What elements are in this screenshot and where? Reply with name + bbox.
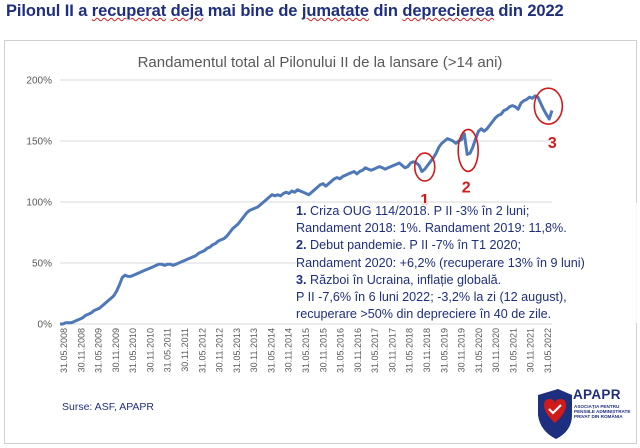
annotation-line-4: Randament 2020: +6,2% (recuperare 13% în… bbox=[296, 255, 585, 270]
shield-heart-icon bbox=[538, 389, 572, 439]
x-tick-label: 30.11.2017 bbox=[387, 328, 397, 372]
annotation-line-3: 2. Debut pandemie. P II -7% în T1 2020; bbox=[296, 238, 521, 253]
annotation-line-6: P II -7,6% în 6 luni 2022; -3,2% la zi (… bbox=[296, 290, 567, 305]
event-markers: 1 2 3 bbox=[413, 87, 564, 209]
chart-title: Randamentul total al Pilonului II de la … bbox=[137, 54, 503, 71]
series-line bbox=[60, 94, 554, 326]
x-tick-label: 30.11.2014 bbox=[284, 328, 294, 372]
x-tick-label: 31.05.2019 bbox=[439, 328, 449, 373]
x-axis-ticks: 31.05.2008 30.11.2008 31.05.2009 30.11.2009… bbox=[59, 328, 553, 373]
x-tick-label: 30.11.2010 bbox=[145, 328, 155, 372]
x-tick-label: 31.05.2013 bbox=[232, 328, 242, 373]
event-marker-ellipse bbox=[533, 87, 564, 125]
logo-subtitle: ASOCIAȚIA PENTRU PENSIILE ADMINISTRATE P… bbox=[574, 404, 631, 420]
x-tick-label: 30.11.2009 bbox=[111, 328, 121, 372]
x-tick-label: 30.11.2020 bbox=[491, 328, 501, 372]
event-marker-label: 3 bbox=[548, 135, 557, 152]
x-tick-label: 31.05.2018 bbox=[405, 328, 415, 373]
annotation-box: 1. Criza OUG 114/2018. P II -3% în 2 lun… bbox=[296, 203, 640, 324]
x-tick-label: 30.11.2018 bbox=[422, 328, 432, 372]
event-marker-label: 1 bbox=[420, 192, 429, 209]
x-tick-label: 30.11.2012 bbox=[215, 328, 225, 372]
x-tick-label: 30.11.2011 bbox=[180, 328, 190, 372]
x-tick-label: 31.05.2008 bbox=[59, 328, 69, 373]
x-tick-label: 30.11.2008 bbox=[76, 328, 86, 372]
x-tick-label: 31.05.2016 bbox=[336, 328, 346, 373]
x-tick-label: 30.11.2021 bbox=[526, 328, 536, 372]
logo-name: APAPR bbox=[573, 387, 621, 402]
annotation-line-5: 3. Război în Ucraina, inflație globală. bbox=[296, 272, 502, 287]
source-note: Surse: ASF, APAPR bbox=[62, 401, 155, 413]
y-tick-label: 100% bbox=[26, 198, 52, 209]
x-tick-label: 31.05.2010 bbox=[128, 328, 138, 373]
x-tick-label: 31.05.2022 bbox=[543, 328, 553, 373]
x-tick-label: 31.05.2015 bbox=[301, 328, 311, 373]
event-marker-ellipse bbox=[457, 128, 479, 173]
x-tick-label: 31.05.2020 bbox=[474, 328, 484, 373]
annotation-line-7: recuperare >50% din depreciere în 40 de … bbox=[296, 307, 552, 322]
x-tick-label: 30.11.2015 bbox=[318, 328, 328, 372]
y-tick-label: 50% bbox=[32, 259, 52, 270]
apapr-logo bbox=[538, 389, 572, 439]
y-tick-label: 200% bbox=[26, 76, 52, 87]
x-tick-label: 30.11.2019 bbox=[457, 328, 467, 372]
x-tick-label: 31.05.2012 bbox=[197, 328, 207, 373]
x-tick-label: 31.05.2014 bbox=[266, 328, 276, 373]
x-tick-label: 30.11.2013 bbox=[249, 328, 259, 372]
y-tick-label: 150% bbox=[26, 137, 52, 148]
y-tick-label: 0% bbox=[38, 320, 53, 331]
annotation-line-2: Randament 2018: 1%. Randament 2019: 11,8… bbox=[296, 221, 567, 236]
page-title: Pilonul II a recuperat deja mai bine de … bbox=[6, 2, 564, 20]
x-tick-label: 31.05.2021 bbox=[508, 328, 518, 373]
annotation-line-1: 1. Criza OUG 114/2018. P II -3% în 2 lun… bbox=[296, 204, 530, 218]
x-tick-label: 31.05.2009 bbox=[94, 328, 104, 373]
event-marker-label: 2 bbox=[462, 179, 471, 196]
event-marker-ellipse bbox=[413, 152, 436, 182]
x-tick-label: 30.11.2016 bbox=[353, 328, 363, 372]
x-tick-label: 31.05.2017 bbox=[370, 328, 380, 373]
y-axis-ticks: 0% 50% 100% 150% 200% bbox=[26, 76, 52, 331]
series bbox=[60, 94, 554, 326]
x-tick-label: 31.05.2011 bbox=[163, 328, 173, 372]
